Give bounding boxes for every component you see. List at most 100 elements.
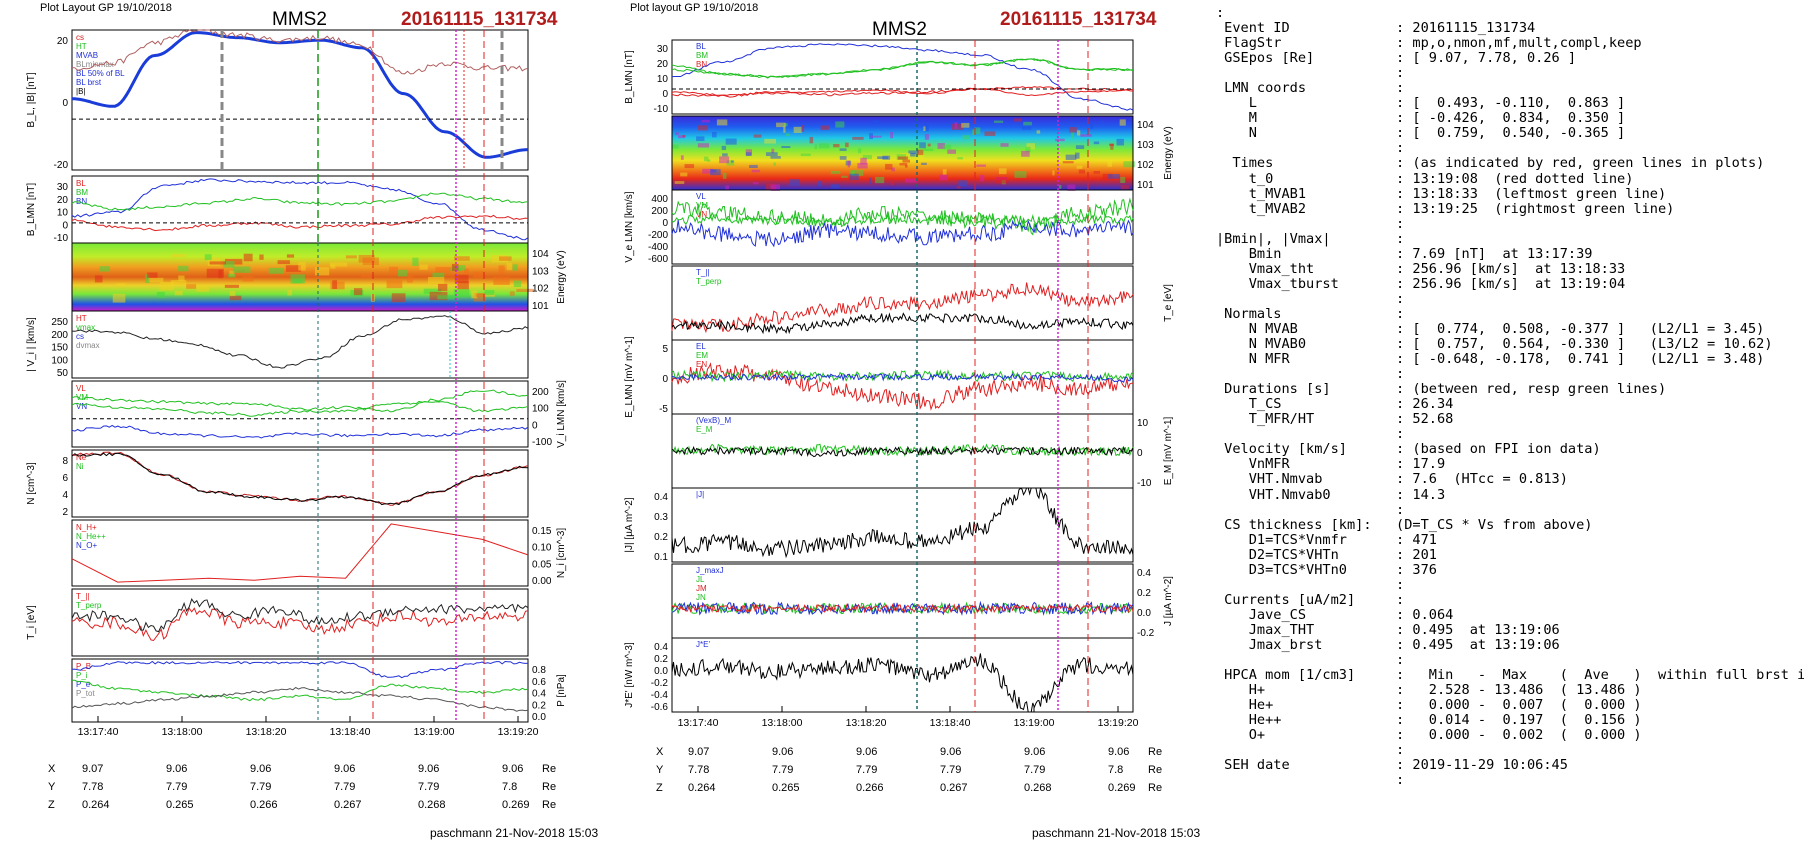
spectrogram-patch — [419, 264, 428, 270]
mid-series-line — [671, 87, 1134, 97]
mid-tick-label: 0.2 — [654, 532, 668, 543]
mid-event-label: 20161115_131734 — [1000, 9, 1157, 30]
position-value: 0.265 — [166, 799, 194, 811]
mid-series-line — [671, 372, 1134, 384]
mid-legend-item: JL — [696, 575, 705, 584]
left-tick-label: 20 — [57, 195, 69, 206]
spectrogram-patch — [397, 269, 408, 277]
spectrogram-patch — [1116, 138, 1124, 146]
spectrogram-patch — [330, 264, 336, 269]
mid-series-line — [671, 487, 1134, 559]
spectrogram-patch — [716, 119, 728, 126]
spectrogram-patch — [773, 162, 776, 166]
spectrogram-patch — [974, 127, 981, 135]
spectrogram-patch — [407, 275, 413, 283]
mid-ylabel: J [µA m^-2] — [1163, 576, 1174, 626]
spectrogram-patch — [849, 170, 855, 176]
mid-tick-label: -0.2 — [651, 678, 669, 689]
spectrogram-patch — [389, 266, 398, 274]
mid-tick-label: -5 — [659, 404, 668, 415]
position-value: 0.264 — [82, 799, 110, 811]
left-ylabel: V_i LMN [km/s] — [556, 380, 567, 448]
position-value: 0.268 — [1024, 782, 1052, 794]
mid-spacecraft-label: MMS2 — [872, 19, 927, 40]
info-line: N MVAB0 : [ 0.757, 0.564, -0.330 ] (L3/L… — [1216, 336, 1773, 353]
spectrogram-patch — [148, 277, 164, 283]
spectrogram-patch — [1120, 176, 1126, 183]
mid-tick-label: -0.6 — [651, 702, 669, 713]
left-series-line — [71, 214, 529, 232]
spectrogram-patch — [845, 142, 849, 148]
spectrogram-patch — [232, 266, 251, 273]
spectrogram-patch — [171, 254, 186, 258]
mid-tick-label: 20 — [657, 59, 669, 70]
left-tick-label: -100 — [532, 437, 552, 448]
left-legend-item: HT — [76, 314, 87, 323]
info-line: N MFR : [ -0.648, -0.178, 0.741 ] (L2/L1… — [1216, 351, 1765, 368]
spectrogram-patch — [330, 281, 345, 290]
mid-footer: paschmann 21-Nov-2018 15:03 — [1032, 826, 1201, 840]
spectrogram-patch — [947, 149, 956, 154]
left-tick-label: 0.0 — [532, 712, 546, 723]
mid-tick-label: -600 — [648, 254, 668, 265]
spectrogram-patch — [229, 270, 235, 277]
mid-panel-je: 0.40.20.0-0.2-0.4-0.6 J*E' [nW m^-3] J*E' — [624, 637, 1134, 713]
position-value: 7.78 — [688, 764, 710, 776]
info-line: : — [1216, 652, 1405, 669]
left-tick-label: 50 — [57, 368, 69, 379]
left-time-label: 13:17:40 — [78, 726, 119, 738]
position-value: 7.79 — [940, 764, 962, 776]
mid-legend-item: EM — [696, 351, 708, 360]
spectrogram-patch — [996, 177, 1008, 184]
mid-legend-item: |J| — [696, 490, 704, 499]
spectrogram-patch — [820, 125, 830, 130]
spectrogram-patch — [386, 280, 403, 289]
mid-time-label: 13:18:00 — [762, 717, 803, 729]
spectrogram-patch — [259, 254, 264, 260]
mid-plot-layout-label: Plot layout GP 19/10/2018 — [630, 2, 759, 14]
spectrogram-patch — [783, 126, 786, 133]
mid-panel-frame — [671, 339, 1134, 415]
mid-tick-label: 10 — [1137, 418, 1149, 429]
position-value: 7.79 — [166, 781, 188, 793]
position-value: 9.06 — [166, 763, 188, 775]
spectrogram-patch — [285, 265, 301, 272]
spectrogram-patch — [849, 173, 859, 181]
left-tick-label: 0.4 — [532, 689, 546, 700]
left-legend-item: BM — [76, 188, 88, 197]
spectrogram-patch — [719, 156, 730, 164]
spectrogram-patch — [229, 295, 242, 301]
position-row-label: Y — [656, 764, 664, 776]
left-legend-item: HT — [76, 42, 87, 51]
position-value: 9.07 — [688, 746, 710, 758]
spectrogram-patch — [186, 284, 197, 289]
info-line: : — [1216, 501, 1405, 518]
left-tick-label: 0.00 — [532, 576, 552, 587]
position-value: 9.06 — [250, 763, 272, 775]
spectrogram-patch — [1093, 170, 1100, 174]
left-legend-item: Ni — [76, 462, 84, 471]
mid-ylabel: |J| [µA m^-2] — [624, 497, 635, 552]
spectrogram-patch — [751, 169, 760, 173]
position-value: 7.79 — [418, 781, 440, 793]
position-row-label: Z — [656, 782, 663, 794]
spectrogram-patch — [361, 274, 371, 278]
spectrogram-patch — [984, 131, 996, 136]
spectrogram-patch — [1067, 184, 1076, 191]
spectrogram-patch — [435, 267, 452, 273]
info-line: D3=TCS*VHTn0 : 376 — [1216, 561, 1437, 578]
spectrogram-patch — [722, 172, 727, 179]
spectrogram-patch — [147, 272, 158, 278]
mid-ylabel: J*E' [nW m^-3] — [624, 642, 635, 708]
left-legend-item: dvmax — [76, 341, 100, 350]
spectrogram-patch — [789, 179, 800, 186]
left-tick-label: 200 — [532, 387, 549, 398]
left-legend-item: BL 50% of BL — [76, 69, 125, 78]
left-legend-item: cs — [76, 33, 84, 42]
spectrogram-patch — [345, 255, 357, 259]
mid-legend-item: BL — [696, 42, 706, 51]
left-tick-label: 6 — [62, 473, 68, 484]
spectrogram-patch — [206, 268, 224, 278]
